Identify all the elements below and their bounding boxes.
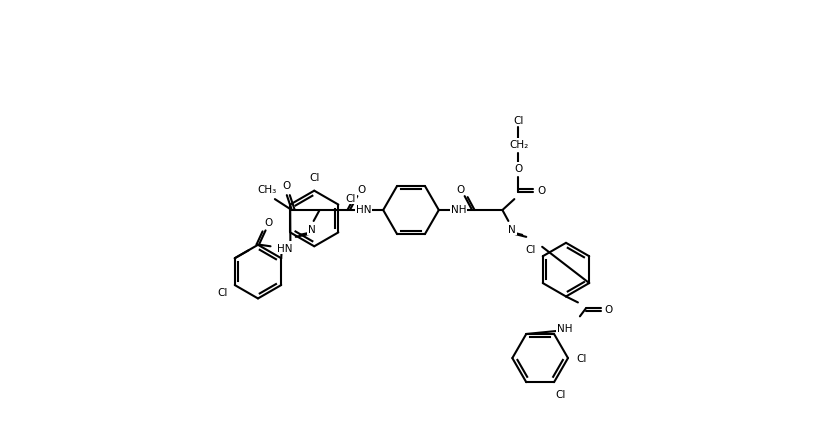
Text: O: O [358,185,366,195]
Text: N: N [509,224,516,234]
Text: N: N [307,224,316,234]
Text: O: O [265,218,273,228]
Text: HN: HN [356,205,372,215]
Text: N: N [530,242,538,252]
Text: NH: NH [450,205,466,215]
Text: HN: HN [278,244,293,254]
Text: Cl: Cl [556,389,566,399]
Text: Cl: Cl [513,115,524,125]
Text: Cl: Cl [345,193,356,203]
Text: CH₃: CH₃ [257,185,276,195]
Text: O: O [283,181,291,191]
Text: O: O [515,164,523,174]
Text: Cl: Cl [218,287,228,297]
Text: Cl: Cl [577,353,587,363]
Text: NH: NH [557,323,573,334]
Text: O: O [456,185,464,195]
Text: Cl: Cl [525,245,536,255]
Text: O: O [605,305,613,315]
Text: CH₂: CH₂ [510,140,529,150]
Text: O: O [537,186,545,196]
Text: Cl: Cl [525,245,536,255]
Text: N: N [286,242,293,252]
Text: Cl: Cl [309,172,320,182]
